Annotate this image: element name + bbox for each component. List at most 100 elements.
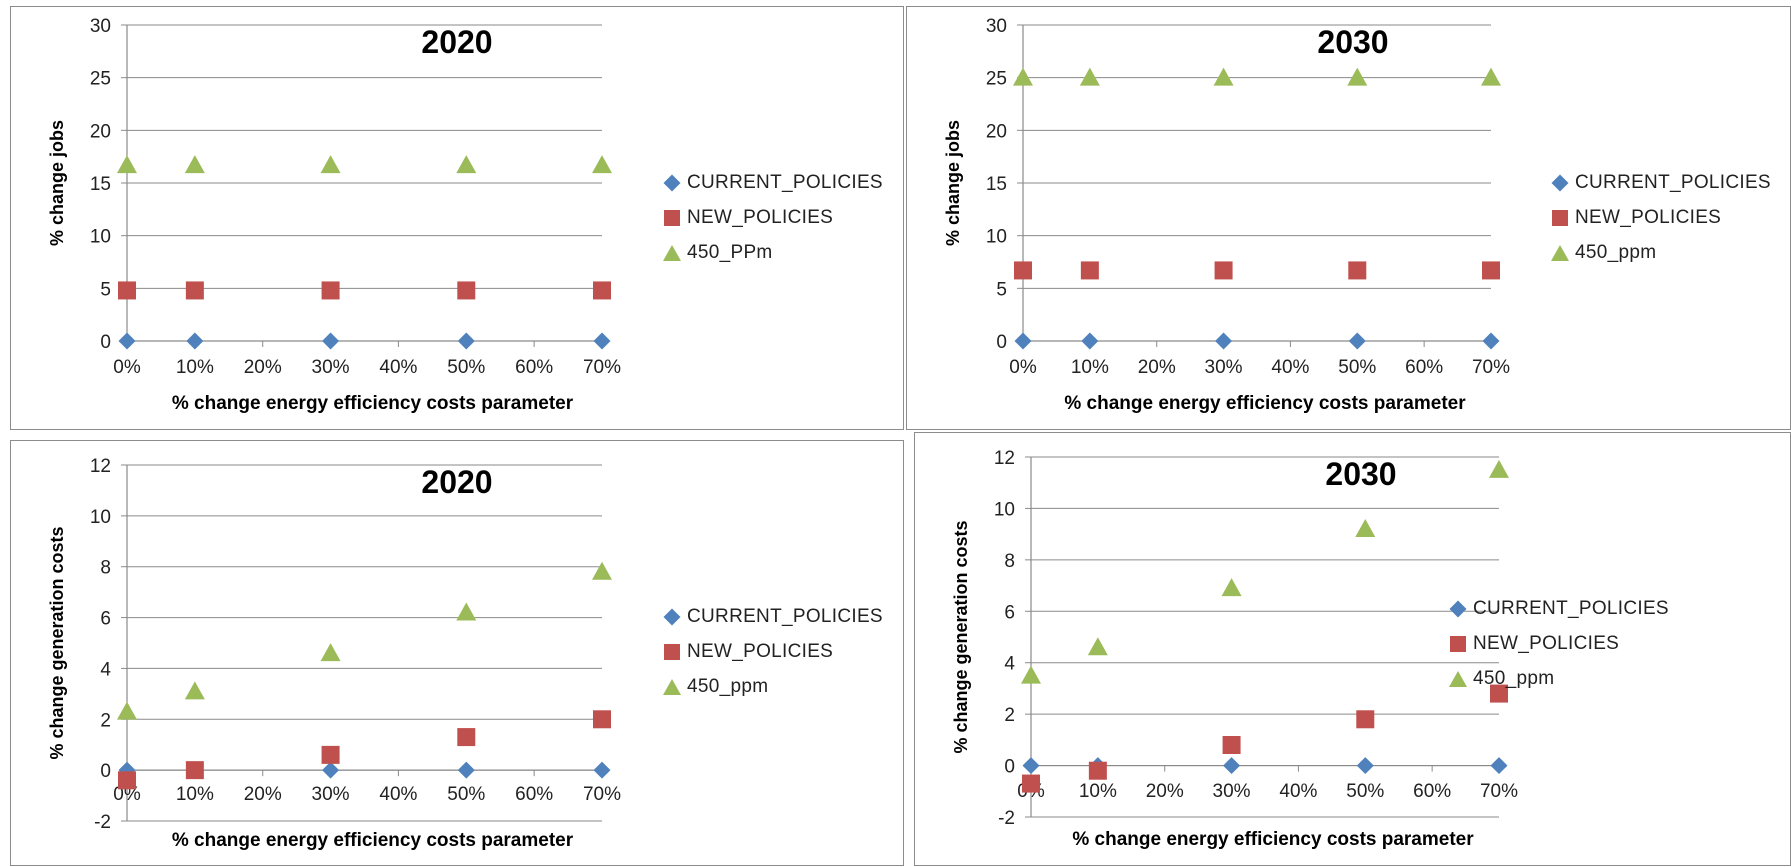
x-tick-label: 10% <box>176 357 214 378</box>
data-point-new-policies <box>321 281 340 300</box>
legend-item: 450_ppm <box>1551 235 1771 270</box>
data-point-new-policies <box>593 281 611 300</box>
data-point-new-policies <box>118 281 136 300</box>
x-tick-label: 0% <box>1009 357 1037 378</box>
data-point-new-policies <box>1022 774 1040 793</box>
legend-label: NEW_POLICIES <box>687 206 834 228</box>
data-point-450-ppm <box>1481 67 1501 86</box>
x-tick-label: 50% <box>1338 357 1376 378</box>
x-tick-label: 50% <box>1346 781 1384 802</box>
x-tick-label: 30% <box>1205 357 1243 378</box>
legend-item: 450_ppm <box>663 669 883 704</box>
y-tick-label: 2 <box>1004 705 1015 726</box>
data-point-450-ppm <box>1021 665 1041 684</box>
data-point-450-ppm <box>592 155 612 174</box>
data-point-new-policies <box>118 771 136 790</box>
chart-svg-jobs-2020: 0 5 10 15 20 25 30 0% 10% 20% 30% 40% 50% 60% 70% 2020%… <box>47 16 621 414</box>
x-tick-label: 40% <box>379 784 417 805</box>
x-tick-label: 60% <box>1413 781 1451 802</box>
data-point-current-policies <box>322 332 340 350</box>
legend-item: NEW_POLICIES <box>663 200 883 235</box>
data-point-new-policies <box>1482 261 1500 280</box>
y-tick-label: 4 <box>100 659 111 680</box>
y-tick-label: 30 <box>986 16 1007 37</box>
x-tick-label: 70% <box>583 357 621 378</box>
y-tick-label: 5 <box>100 279 111 300</box>
data-point-450-ppm <box>1087 637 1108 656</box>
y-tick-label: 0 <box>1004 757 1015 778</box>
y-tick-label: 8 <box>1004 551 1015 572</box>
y-tick-label: 20 <box>90 121 111 142</box>
data-point-450-ppm <box>320 643 341 662</box>
x-tick-label: 70% <box>1480 781 1518 802</box>
data-point-450-ppm <box>1347 67 1368 86</box>
x-axis-label: % change energy efficiency costs paramet… <box>172 830 574 851</box>
chart-legend: CURRENT_POLICIES NEW_POLICIES 450_ppm <box>1449 591 1669 696</box>
legend-label: 450_ppm <box>1575 241 1657 263</box>
legend-item: 450_PPm <box>663 235 883 270</box>
x-tick-label: 40% <box>379 357 417 378</box>
data-point-new-policies <box>1088 761 1107 780</box>
legend-label: CURRENT_POLICIES <box>1473 597 1669 619</box>
chart-panel-jobs-2030: 0 5 10 15 20 25 30 0% 10% 20% 30% 40% 50% 60% 70% 2030%… <box>906 6 1791 430</box>
data-point-new-policies <box>185 761 204 780</box>
data-point-450-ppm <box>184 681 205 700</box>
data-point-new-policies <box>1356 710 1375 729</box>
data-point-new-policies <box>1080 261 1099 280</box>
data-point-new-policies <box>1348 261 1367 280</box>
data-point-450-ppm <box>1013 67 1033 86</box>
data-point-450-ppm <box>456 155 477 174</box>
legend-triangle-icon <box>1551 244 1569 262</box>
data-point-current-policies <box>1490 757 1508 775</box>
legend-label: CURRENT_POLICIES <box>687 605 883 627</box>
data-point-current-policies <box>1223 757 1241 775</box>
data-point-current-policies <box>322 761 340 779</box>
legend-label: 450_ppm <box>1473 667 1555 689</box>
x-axis-label: % change energy efficiency costs paramet… <box>1072 829 1474 850</box>
data-point-new-policies <box>1214 261 1233 280</box>
data-point-current-policies <box>457 761 475 779</box>
data-point-current-policies <box>1482 332 1500 350</box>
legend-square-icon <box>663 209 681 227</box>
data-point-450-ppm <box>184 155 205 174</box>
legend-diamond-icon <box>663 174 681 192</box>
legend-triangle-icon <box>663 244 681 262</box>
data-point-new-policies <box>1014 261 1032 280</box>
data-point-new-policies <box>1490 684 1508 703</box>
x-tick-label: 20% <box>244 784 282 805</box>
data-point-new-policies <box>457 281 476 300</box>
x-tick-label: 0% <box>113 357 141 378</box>
y-tick-label: 6 <box>100 609 111 630</box>
legend-label: NEW_POLICIES <box>687 640 834 662</box>
data-point-current-policies <box>1081 332 1099 350</box>
x-tick-label: 40% <box>1271 357 1309 378</box>
data-point-450-ppm <box>1355 519 1376 537</box>
x-tick-label: 40% <box>1279 781 1317 802</box>
chart-svg-generation-costs-2030: -20246810120%10%20%30%40%50%60%70%2030% … <box>951 448 1518 850</box>
legend-triangle-icon <box>1449 670 1467 688</box>
x-tick-label: 20% <box>244 357 282 378</box>
legend-triangle-icon <box>663 678 681 696</box>
legend-label: 450_ppm <box>687 675 769 697</box>
data-point-current-policies <box>118 332 136 350</box>
legend-square-icon <box>1449 635 1467 653</box>
x-axis-label: % change energy efficiency costs paramet… <box>1064 393 1466 414</box>
x-tick-label: 10% <box>176 784 214 805</box>
x-tick-label: 60% <box>515 357 553 378</box>
y-tick-label: 2 <box>100 710 111 731</box>
data-point-450-ppm <box>1489 459 1509 478</box>
data-point-new-policies <box>1222 736 1241 754</box>
y-tick-label: 25 <box>90 69 111 90</box>
chart-panel-generation-costs-2030: -20246810120%10%20%30%40%50%60%70%2030% … <box>914 432 1791 866</box>
legend-label: CURRENT_POLICIES <box>687 171 883 193</box>
legend-label: CURRENT_POLICIES <box>1575 171 1771 193</box>
chart-legend: CURRENT_POLICIES NEW_POLICIES 450_PPm <box>663 165 883 270</box>
x-tick-label: 30% <box>1213 781 1251 802</box>
chart-title: 2020 <box>421 24 492 60</box>
y-tick-label: 10 <box>986 227 1007 248</box>
x-tick-label: 50% <box>447 357 485 378</box>
legend-item: NEW_POLICIES <box>1449 626 1669 661</box>
data-point-current-policies <box>1215 332 1233 350</box>
legend-diamond-icon <box>1449 600 1467 618</box>
